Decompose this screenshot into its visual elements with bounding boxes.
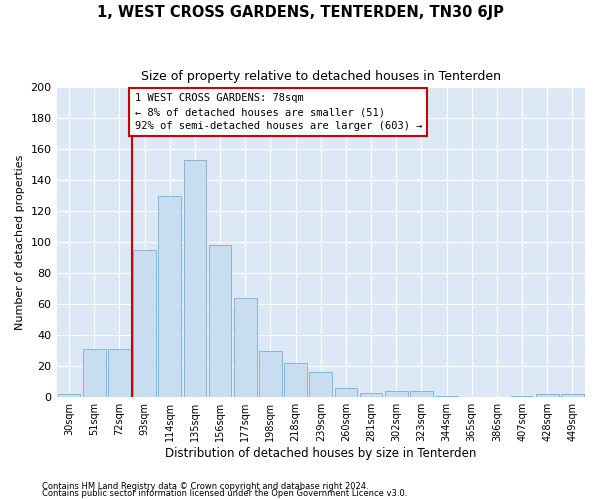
Bar	[83, 349, 106, 397]
Bar	[58, 394, 80, 397]
Text: 1, WEST CROSS GARDENS, TENTERDEN, TN30 6JP: 1, WEST CROSS GARDENS, TENTERDEN, TN30 6…	[97, 5, 503, 20]
Bar	[284, 363, 307, 397]
Bar	[385, 391, 407, 397]
Text: Contains public sector information licensed under the Open Government Licence v3: Contains public sector information licen…	[42, 490, 407, 498]
Bar	[259, 350, 282, 397]
Text: 1 WEST CROSS GARDENS: 78sqm
← 8% of detached houses are smaller (51)
92% of semi: 1 WEST CROSS GARDENS: 78sqm ← 8% of deta…	[134, 93, 422, 131]
Bar	[108, 349, 131, 397]
Bar	[133, 250, 156, 397]
Bar	[410, 391, 433, 397]
X-axis label: Distribution of detached houses by size in Tenterden: Distribution of detached houses by size …	[165, 447, 476, 460]
Bar	[561, 394, 584, 397]
Bar	[536, 394, 559, 397]
Bar	[360, 392, 382, 397]
Y-axis label: Number of detached properties: Number of detached properties	[15, 154, 25, 330]
Bar	[435, 396, 458, 397]
Bar	[310, 372, 332, 397]
Bar	[209, 245, 232, 397]
Bar	[184, 160, 206, 397]
Title: Size of property relative to detached houses in Tenterden: Size of property relative to detached ho…	[141, 70, 501, 83]
Bar	[158, 196, 181, 397]
Text: Contains HM Land Registry data © Crown copyright and database right 2024.: Contains HM Land Registry data © Crown c…	[42, 482, 368, 491]
Bar	[511, 396, 533, 397]
Bar	[234, 298, 257, 397]
Bar	[335, 388, 357, 397]
